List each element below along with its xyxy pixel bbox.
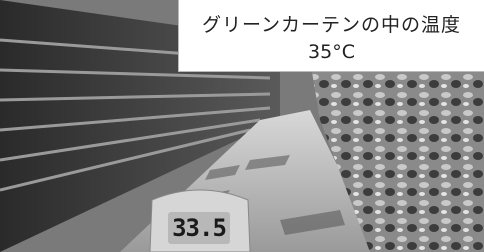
page: グリーンカーテンの中の温度 35°C 33.5 (() => { const d…	[0, 0, 484, 252]
caption-temperature: 35°C	[179, 41, 484, 63]
thermometer-reading: 33.5	[168, 212, 230, 244]
caption-box: グリーンカーテンの中の温度 35°C	[178, 0, 484, 72]
photo: グリーンカーテンの中の温度 35°C 33.5	[0, 0, 484, 252]
caption-title: グリーンカーテンの中の温度	[179, 10, 484, 37]
